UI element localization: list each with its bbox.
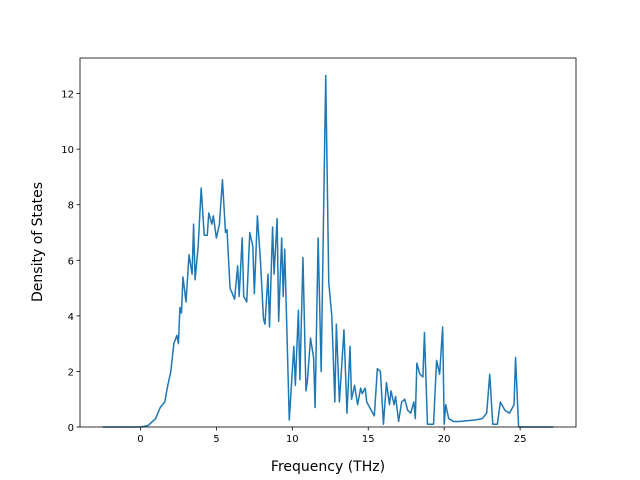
y-tick-label: 10 [61, 145, 74, 156]
data-line [102, 74, 554, 428]
x-tick-label: 5 [213, 434, 219, 445]
y-tick-label: 2 [68, 367, 74, 378]
x-tick-label: 15 [362, 434, 375, 445]
y-tick-label: 4 [68, 312, 74, 323]
x-tick-label: 20 [438, 434, 451, 445]
x-tick-label: 0 [137, 434, 143, 445]
plot-frame [79, 57, 577, 428]
y-tick-label: 12 [61, 90, 74, 101]
y-tick-label: 6 [68, 256, 74, 267]
x-tick-label: 10 [286, 434, 299, 445]
x-axis-label: Frequency (THz) [271, 459, 385, 475]
x-tick-label: 25 [514, 434, 527, 445]
y-tick-label: 0 [68, 423, 74, 434]
y-tick-label: 8 [68, 201, 74, 212]
y-axis-label: Density of States [30, 182, 46, 302]
